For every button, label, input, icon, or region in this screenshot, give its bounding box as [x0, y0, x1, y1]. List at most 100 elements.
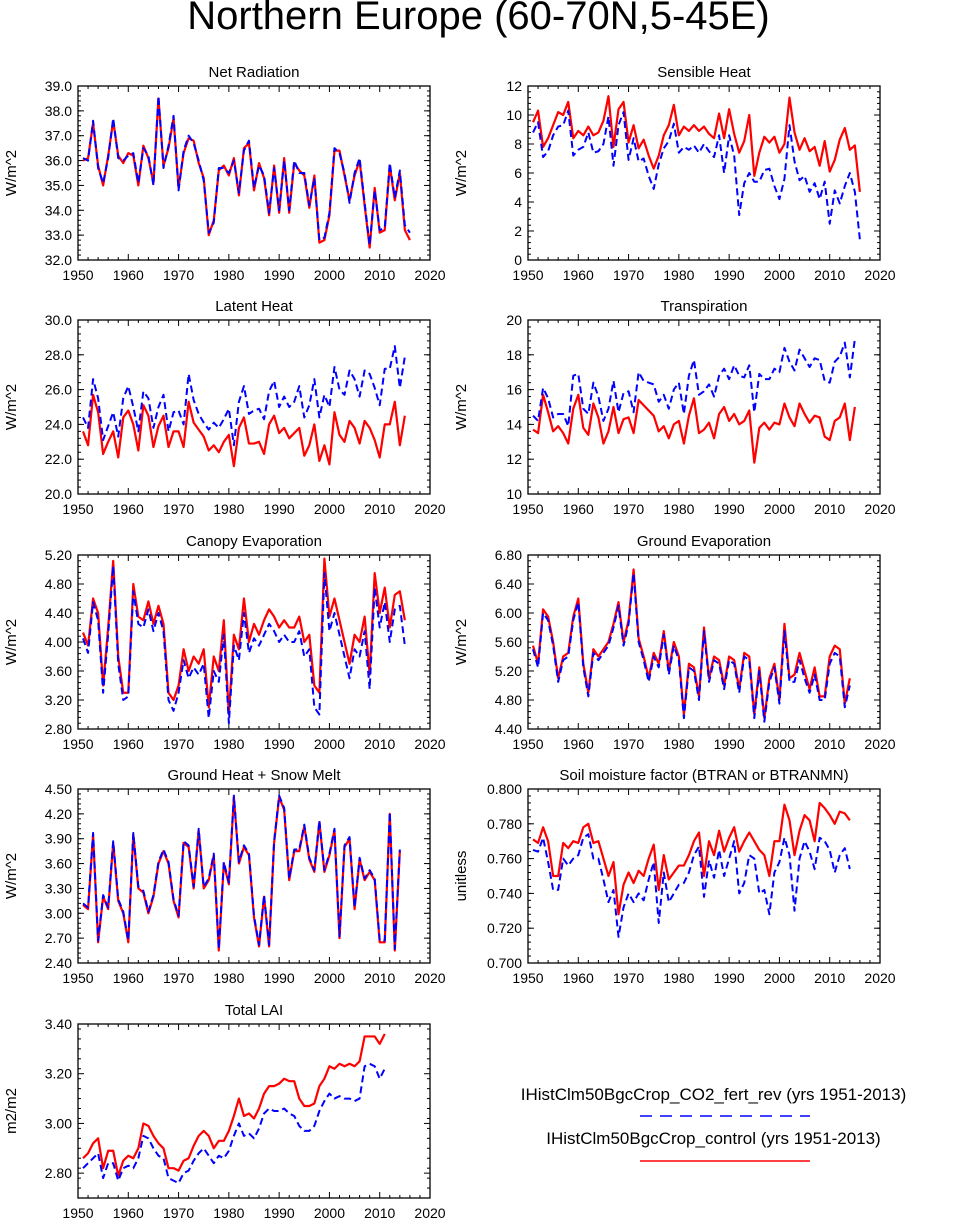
y-tick-label: 3.90	[45, 831, 72, 847]
series-line-ihistclm50bgccrop-control-yrs-1951-2013	[82, 1033, 386, 1177]
x-tick-label: 2010	[364, 267, 395, 283]
x-tick-label: 2000	[314, 1205, 345, 1221]
y-tick-label: 3.00	[45, 1115, 72, 1131]
x-tick-label: 1950	[512, 736, 543, 752]
x-tick-label: 2000	[764, 267, 795, 283]
y-axis-label: W/m^2	[3, 853, 20, 899]
x-tick-label: 2000	[764, 736, 795, 752]
y-tick-label: 4.40	[45, 605, 72, 621]
x-tick-label: 1980	[213, 501, 244, 517]
y-tick-label: 3.60	[45, 663, 72, 679]
x-tick-label: 1970	[163, 1205, 194, 1221]
y-tick-label: 3.60	[45, 856, 72, 872]
x-tick-label: 1970	[163, 736, 194, 752]
x-tick-label: 1990	[714, 736, 745, 752]
series-line-ihistclm50bgccrop-co2-fert-rev-yrs-1951-2013	[532, 572, 851, 723]
y-tick-label: 20	[506, 312, 522, 328]
y-tick-label: 14	[506, 416, 522, 432]
x-tick-label: 2020	[414, 501, 445, 517]
panel-title: Soil moisture factor (BTRAN or BTRANMN)	[559, 767, 848, 784]
x-tick-label: 2010	[814, 970, 845, 986]
y-tick-label: 2	[514, 223, 522, 239]
x-tick-label: 2000	[314, 267, 345, 283]
x-tick-label: 2020	[414, 970, 445, 986]
panel-title: Ground Evaporation	[637, 533, 771, 550]
panel-title: Ground Heat + Snow Melt	[167, 767, 341, 784]
y-tick-label: 12	[506, 78, 522, 94]
y-tick-label: 16	[506, 382, 522, 398]
y-tick-label: 6.40	[495, 576, 522, 592]
x-tick-label: 1980	[213, 267, 244, 283]
y-axis-label: m2/m2	[3, 1088, 20, 1134]
x-tick-label: 1990	[264, 970, 295, 986]
x-tick-label: 1970	[163, 267, 194, 283]
y-axis-label: W/m^2	[453, 619, 470, 665]
y-tick-label: 4.50	[45, 781, 72, 797]
series-line-ihistclm50bgccrop-control-yrs-1951-2013	[532, 95, 861, 192]
panel-title: Canopy Evaporation	[186, 533, 322, 550]
x-tick-label: 1990	[714, 267, 745, 283]
x-tick-label: 2010	[364, 736, 395, 752]
x-tick-label: 1950	[62, 501, 93, 517]
series-line-ihistclm50bgccrop-control-yrs-1951-2013	[82, 796, 401, 952]
x-tick-label: 2020	[864, 267, 895, 283]
y-tick-label: 18	[506, 347, 522, 363]
y-tick-label: 39.0	[45, 78, 72, 94]
x-tick-label: 1950	[62, 1205, 93, 1221]
x-tick-label: 1990	[264, 736, 295, 752]
y-tick-label: 36.0	[45, 153, 72, 169]
x-tick-label: 1980	[663, 970, 694, 986]
y-tick-label: 37.0	[45, 128, 72, 144]
x-tick-label: 2010	[814, 267, 845, 283]
y-tick-label: 2.40	[45, 955, 72, 971]
panel-ground-evaporation: Ground Evaporation W/m^2 1950 1960 1970 1980 1…	[453, 533, 896, 752]
panel-total-lai: Total LAI m2/m2 1950 1960 1970 1980 1990 2000 20…	[3, 1002, 446, 1221]
y-tick-label: 3.20	[45, 1066, 72, 1082]
y-tick-label: 28.0	[45, 347, 72, 363]
y-tick-label: 6.00	[495, 605, 522, 621]
series-line-ihistclm50bgccrop-co2-fert-rev-yrs-1951-2013	[82, 564, 406, 725]
y-tick-label: 35.0	[45, 177, 72, 193]
x-tick-label: 1950	[512, 501, 543, 517]
x-tick-label: 1960	[113, 267, 144, 283]
x-tick-label: 1970	[613, 970, 644, 986]
plot-frame	[527, 319, 881, 495]
y-axis-label: W/m^2	[3, 619, 20, 665]
y-tick-label: 5.20	[45, 547, 72, 563]
x-tick-label: 1960	[113, 501, 144, 517]
x-tick-label: 1970	[613, 267, 644, 283]
series-line-ihistclm50bgccrop-control-yrs-1951-2013	[531, 568, 851, 720]
y-tick-label: 32.0	[45, 252, 72, 268]
y-tick-label: 26.0	[45, 382, 72, 398]
y-tick-label: 4.00	[45, 634, 72, 650]
y-tick-label: 3.20	[45, 692, 72, 708]
series-line-ihistclm50bgccrop-control-yrs-1951-2013	[532, 801, 851, 916]
x-tick-label: 1960	[563, 970, 594, 986]
y-tick-label: 34.0	[45, 202, 72, 218]
y-tick-label: 2.70	[45, 930, 72, 946]
x-tick-label: 2010	[364, 501, 395, 517]
series-line-ihistclm50bgccrop-control-yrs-1951-2013	[532, 393, 856, 464]
plot-frame	[77, 1023, 431, 1199]
series-line-ihistclm50bgccrop-co2-fert-rev-yrs-1951-2013	[82, 794, 401, 950]
series-line-ihistclm50bgccrop-co2-fert-rev-yrs-1951-2013	[82, 345, 406, 447]
plot-frame	[77, 788, 431, 964]
y-tick-label: 4.80	[495, 692, 522, 708]
y-tick-label: 3.30	[45, 880, 72, 896]
panel-title: Transpiration	[661, 298, 748, 315]
x-tick-label: 1960	[563, 501, 594, 517]
x-tick-label: 1960	[113, 1205, 144, 1221]
x-tick-label: 1970	[163, 970, 194, 986]
plot-frame	[527, 85, 881, 261]
x-tick-label: 2010	[814, 736, 845, 752]
x-tick-label: 1950	[62, 970, 93, 986]
y-tick-label: 0.740	[487, 885, 522, 901]
x-tick-label: 1960	[563, 267, 594, 283]
y-tick-label: 4	[514, 194, 522, 210]
x-tick-label: 1950	[62, 267, 93, 283]
y-tick-label: 8	[514, 136, 522, 152]
x-tick-label: 1960	[563, 736, 594, 752]
y-tick-label: 5.20	[495, 663, 522, 679]
